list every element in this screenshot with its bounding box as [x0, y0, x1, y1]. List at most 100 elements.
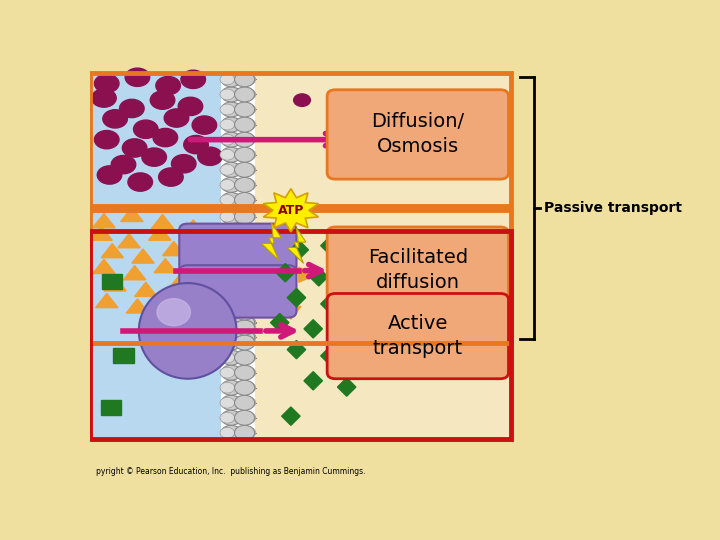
Circle shape [220, 322, 235, 333]
Polygon shape [132, 249, 154, 263]
Circle shape [241, 194, 256, 205]
Circle shape [220, 272, 235, 282]
Circle shape [235, 300, 255, 314]
Polygon shape [114, 348, 133, 363]
Polygon shape [299, 267, 316, 282]
Circle shape [241, 322, 256, 333]
Circle shape [235, 132, 255, 147]
Circle shape [221, 254, 241, 269]
Circle shape [221, 269, 241, 285]
Circle shape [221, 224, 241, 239]
Circle shape [220, 316, 235, 327]
Circle shape [241, 247, 256, 258]
Circle shape [221, 147, 241, 162]
Circle shape [220, 232, 235, 243]
Circle shape [198, 147, 222, 165]
Circle shape [235, 301, 255, 316]
Circle shape [235, 117, 255, 132]
Polygon shape [90, 226, 112, 240]
Polygon shape [182, 220, 204, 234]
Circle shape [221, 102, 241, 117]
Polygon shape [204, 228, 221, 243]
Circle shape [241, 241, 256, 252]
Circle shape [103, 110, 127, 128]
Circle shape [235, 72, 255, 87]
Text: pyright © Pearson Education, Inc.  publishing as Benjamin Cummings.: pyright © Pearson Education, Inc. publis… [96, 468, 365, 476]
Text: Passive transport: Passive transport [544, 201, 682, 215]
Circle shape [235, 245, 255, 260]
Circle shape [241, 232, 256, 243]
Polygon shape [102, 274, 122, 288]
Circle shape [221, 305, 241, 320]
Polygon shape [121, 207, 143, 221]
Polygon shape [93, 259, 115, 274]
Circle shape [221, 275, 241, 290]
Text: Facilitated
diffusion: Facilitated diffusion [368, 247, 468, 292]
Circle shape [220, 179, 235, 190]
Circle shape [221, 117, 241, 132]
Polygon shape [287, 228, 306, 264]
Circle shape [241, 337, 256, 348]
Circle shape [221, 87, 241, 102]
Circle shape [220, 89, 235, 100]
Circle shape [94, 131, 119, 149]
FancyBboxPatch shape [221, 210, 255, 343]
Circle shape [235, 426, 255, 440]
Polygon shape [148, 226, 171, 240]
FancyBboxPatch shape [327, 227, 508, 312]
Circle shape [241, 275, 256, 286]
Circle shape [220, 413, 235, 423]
Circle shape [221, 177, 241, 192]
Circle shape [220, 246, 235, 257]
Circle shape [122, 139, 147, 157]
Circle shape [221, 315, 241, 329]
FancyBboxPatch shape [90, 231, 511, 343]
Circle shape [158, 168, 183, 186]
Polygon shape [163, 241, 185, 255]
Circle shape [220, 289, 235, 300]
Circle shape [221, 320, 241, 335]
Polygon shape [290, 241, 308, 259]
Polygon shape [126, 299, 148, 313]
Circle shape [241, 307, 256, 318]
FancyBboxPatch shape [90, 73, 221, 206]
Circle shape [235, 305, 255, 320]
Circle shape [235, 254, 255, 269]
Circle shape [221, 300, 241, 314]
Polygon shape [271, 313, 289, 332]
Circle shape [349, 125, 366, 138]
Circle shape [221, 260, 241, 275]
Circle shape [235, 102, 255, 117]
Circle shape [220, 232, 235, 243]
Circle shape [221, 315, 241, 330]
Circle shape [241, 89, 256, 100]
Circle shape [220, 332, 235, 342]
Circle shape [241, 211, 256, 222]
Circle shape [241, 119, 256, 130]
Circle shape [150, 91, 175, 109]
FancyBboxPatch shape [221, 231, 255, 343]
FancyBboxPatch shape [90, 210, 221, 343]
Circle shape [133, 120, 158, 138]
Circle shape [220, 277, 235, 288]
Circle shape [220, 287, 235, 298]
Polygon shape [320, 237, 339, 255]
Circle shape [220, 211, 235, 222]
Circle shape [235, 258, 255, 273]
Circle shape [235, 244, 255, 259]
Circle shape [128, 173, 153, 191]
Circle shape [241, 262, 256, 273]
Circle shape [221, 285, 241, 299]
Polygon shape [320, 347, 339, 365]
Circle shape [221, 329, 241, 345]
Circle shape [220, 397, 235, 408]
Circle shape [241, 150, 256, 160]
Circle shape [220, 332, 235, 342]
Ellipse shape [157, 299, 191, 326]
Circle shape [221, 301, 241, 316]
Circle shape [235, 260, 255, 275]
Circle shape [221, 350, 241, 365]
Polygon shape [199, 282, 215, 297]
Circle shape [153, 129, 178, 147]
Circle shape [221, 258, 241, 273]
